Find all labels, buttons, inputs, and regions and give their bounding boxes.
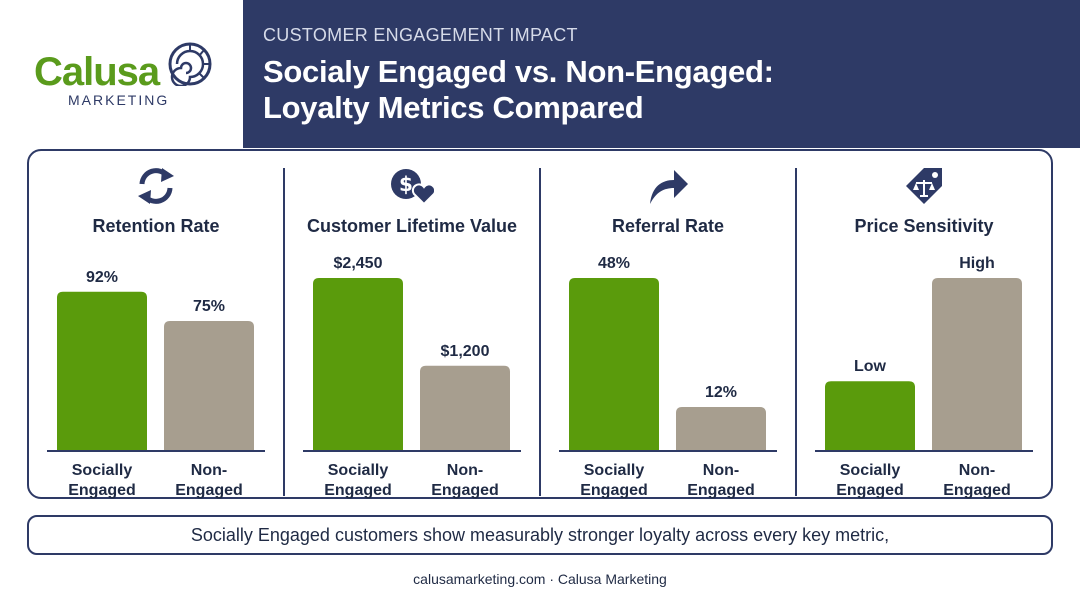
- bar-socially-engaged: [825, 381, 915, 450]
- data-label: Low: [854, 358, 887, 375]
- category-label: Socially: [328, 462, 389, 479]
- footer-credit: calusamarketing.com · Calusa Marketing: [413, 571, 667, 587]
- data-label: High: [959, 255, 995, 272]
- brand-name: Calusa: [34, 50, 160, 94]
- category-label: Engaged: [943, 482, 1011, 499]
- bar-socially-engaged: [57, 291, 147, 450]
- panel-divider-2: [539, 168, 541, 496]
- nautilus-shell-icon: [168, 42, 212, 86]
- category-label: Socially: [840, 462, 901, 479]
- customer-lifetime-value-panel: $ Customer Lifetime Value $2,450 Socially…: [287, 150, 537, 500]
- data-label: $2,450: [334, 255, 383, 272]
- page-title: Socialy Engaged vs. Non-Engaged: Loyalty…: [263, 54, 774, 126]
- referral-rate-title: Referral Rate: [611, 216, 725, 236]
- page-title-line-2: Loyalty Metrics Compared: [263, 90, 644, 125]
- panel-divider-1: [283, 168, 285, 496]
- category-label: Engaged: [175, 482, 243, 499]
- header-kicker: CUSTOMER ENGAGEMENT IMPACT: [263, 25, 578, 45]
- category-label: Socially: [72, 462, 133, 479]
- price-sensitivity-title: Price Sensitivity: [854, 216, 994, 236]
- category-label: Non-: [959, 462, 995, 479]
- bar-non-engaged: [420, 365, 510, 450]
- retention-rate-title: Retention Rate: [92, 216, 220, 236]
- bar-socially-engaged: [313, 278, 403, 450]
- category-label: Engaged: [68, 482, 136, 499]
- bar-non-engaged: [676, 407, 766, 450]
- category-label: Non-: [191, 462, 227, 479]
- price-tag-scale-icon: [906, 168, 942, 204]
- retention-rate-chart: 92% Socially Engaged 75% Non- Engaged: [47, 269, 265, 499]
- brand-subtitle: MARKETING: [68, 92, 170, 108]
- data-label: 48%: [598, 255, 630, 272]
- data-label: 92%: [86, 269, 118, 286]
- bar-socially-engaged: [569, 278, 659, 450]
- customer-lifetime-value-chart: $2,450 Socially Engaged $1,200 Non- Engaged: [303, 255, 521, 499]
- data-label: 12%: [705, 384, 737, 401]
- retention-rate-panel: Retention Rate 92% Socially Engaged 75% Non-…: [31, 150, 281, 500]
- category-label: Engaged: [836, 482, 904, 499]
- referral-rate-chart: 48% Socially Engaged 12% Non- Engaged: [559, 255, 777, 499]
- category-label: Engaged: [324, 482, 392, 499]
- bar-non-engaged: [164, 321, 254, 450]
- page-title-line-1: Socialy Engaged vs. Non-Engaged:: [263, 54, 774, 89]
- share-arrow-icon: [650, 170, 688, 204]
- category-label: Engaged: [431, 482, 499, 499]
- customer-lifetime-value-title: Customer Lifetime Value: [306, 216, 518, 236]
- price-sensitivity-chart: Low Socially Engaged High Non- Engaged: [815, 255, 1033, 499]
- category-label: Engaged: [687, 482, 755, 499]
- referral-rate-panel: Referral Rate 48% Socially Engaged 12% Non- E…: [543, 150, 793, 500]
- summary-statement: Socially Engaged customers show measurab…: [27, 515, 1053, 555]
- price-sensitivity-panel: Price Sensitivity Low Socially Engaged High…: [799, 150, 1049, 500]
- category-label: Socially: [584, 462, 645, 479]
- data-label: 75%: [193, 298, 225, 315]
- category-label: Non-: [703, 462, 739, 479]
- data-label: $1,200: [441, 343, 490, 360]
- bar-non-engaged: [932, 278, 1022, 450]
- panel-divider-3: [795, 168, 797, 496]
- header-banner: CUSTOMER ENGAGEMENT IMPACT Socialy Engag…: [243, 0, 1080, 148]
- category-label: Engaged: [580, 482, 648, 499]
- brand-logo: Calusa MARKETING: [0, 0, 243, 148]
- refresh-icon: [138, 168, 174, 204]
- category-label: Non-: [447, 462, 483, 479]
- dollar-heart-icon: $: [391, 169, 434, 206]
- svg-text:$: $: [399, 172, 413, 196]
